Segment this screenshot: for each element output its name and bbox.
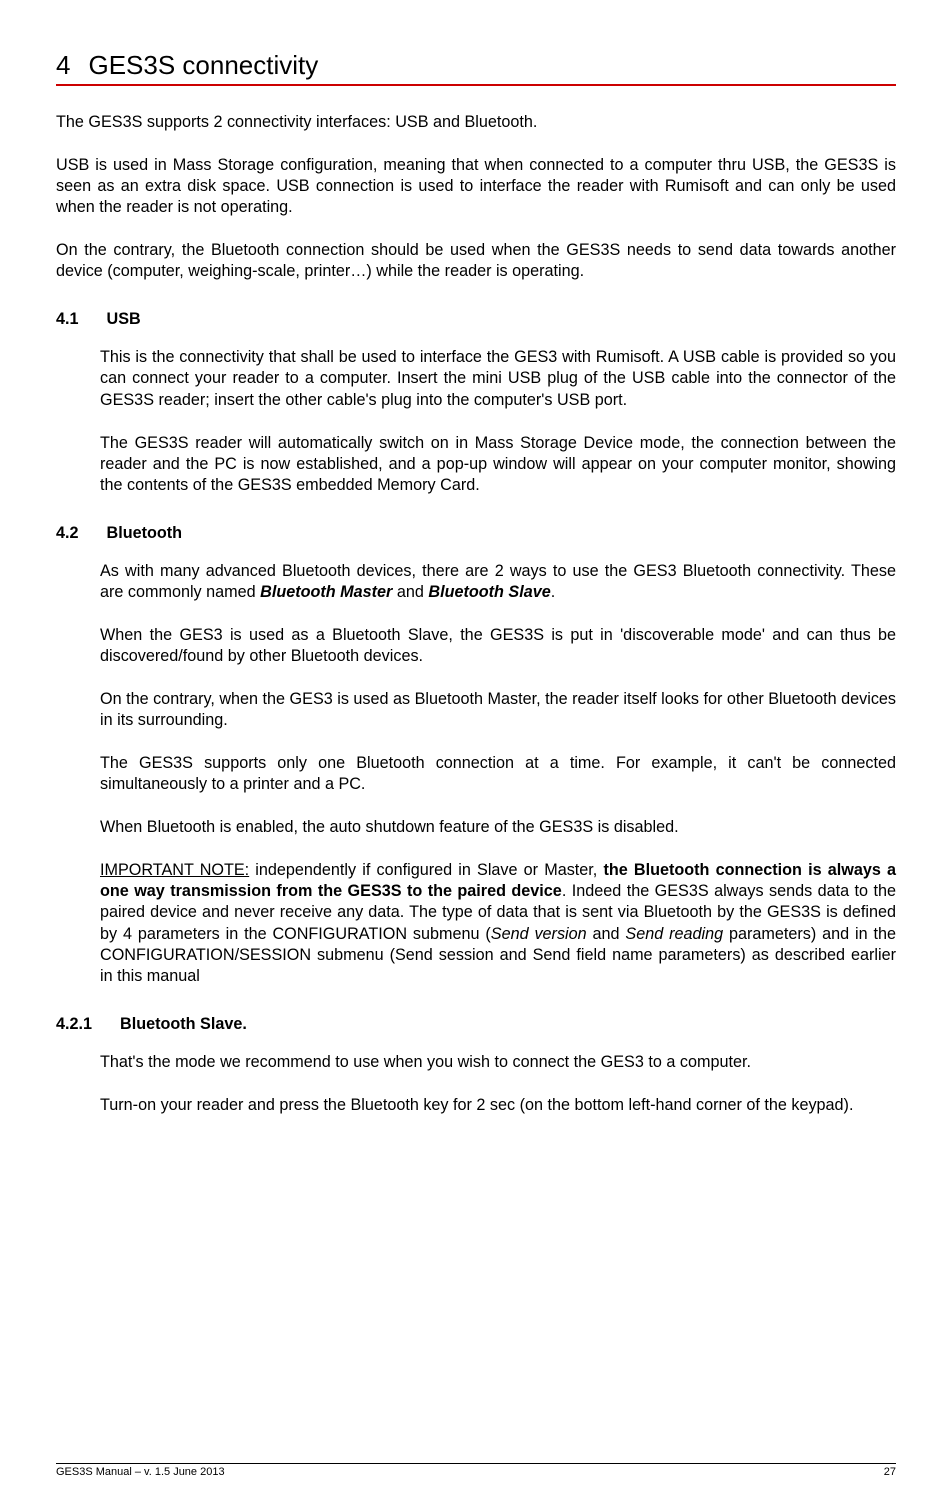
section-4-2-1-para-2: Turn-on your reader and press the Blueto… xyxy=(100,1095,896,1116)
bluetooth-slave-term: Bluetooth Slave xyxy=(428,583,550,601)
section-4-2-para-4: The GES3S supports only one Bluetooth co… xyxy=(100,753,896,795)
text-fragment: independently if configured in Slave or … xyxy=(249,861,603,879)
section-4-1-heading: 4.1 USB xyxy=(56,310,896,329)
section-4-2-heading: 4.2 Bluetooth xyxy=(56,524,896,543)
section-4-1-para-1: This is the connectivity that shall be u… xyxy=(100,347,896,410)
section-4-1-number: 4.1 xyxy=(56,310,79,329)
bluetooth-master-term: Bluetooth Master xyxy=(260,583,392,601)
footer-document-title: GES3S Manual – v. 1.5 June 2013 xyxy=(56,1466,225,1478)
intro-paragraph-2: USB is used in Mass Storage configuratio… xyxy=(56,155,896,218)
chapter-title: 4 GES3S connectivity xyxy=(56,50,896,86)
section-4-2-1-para-1: That's the mode we recommend to use when… xyxy=(100,1052,896,1073)
page-footer: GES3S Manual – v. 1.5 June 2013 27 xyxy=(56,1463,896,1478)
section-4-2-title: Bluetooth xyxy=(107,524,183,542)
section-4-2-para-6: IMPORTANT NOTE: independently if configu… xyxy=(100,860,896,986)
chapter-title-text: GES3S connectivity xyxy=(88,50,318,80)
section-4-1-title: USB xyxy=(107,310,141,328)
footer-page-number: 27 xyxy=(884,1466,896,1478)
section-4-2-1-title: Bluetooth Slave. xyxy=(120,1015,247,1033)
section-4-2-para-5: When Bluetooth is enabled, the auto shut… xyxy=(100,817,896,838)
important-note-label: IMPORTANT NOTE: xyxy=(100,861,249,879)
section-4-2-1-number: 4.2.1 xyxy=(56,1015,92,1034)
section-4-2-1-heading: 4.2.1 Bluetooth Slave. xyxy=(56,1015,896,1034)
text-fragment: and xyxy=(392,583,428,601)
intro-paragraph-3: On the contrary, the Bluetooth connectio… xyxy=(56,240,896,282)
intro-paragraph-1: The GES3S supports 2 connectivity interf… xyxy=(56,112,896,133)
section-4-2-para-2: When the GES3 is used as a Bluetooth Sla… xyxy=(100,625,896,667)
text-fragment: and xyxy=(587,925,626,943)
section-4-1-para-2: The GES3S reader will automatically swit… xyxy=(100,433,896,496)
send-version-param: Send version xyxy=(491,925,587,943)
chapter-number: 4 xyxy=(56,50,70,81)
text-fragment: . xyxy=(551,583,556,601)
section-4-2-number: 4.2 xyxy=(56,524,79,543)
send-reading-param: Send reading xyxy=(625,925,723,943)
section-4-2-para-3: On the contrary, when the GES3 is used a… xyxy=(100,689,896,731)
section-4-2-para-1: As with many advanced Bluetooth devices,… xyxy=(100,561,896,603)
